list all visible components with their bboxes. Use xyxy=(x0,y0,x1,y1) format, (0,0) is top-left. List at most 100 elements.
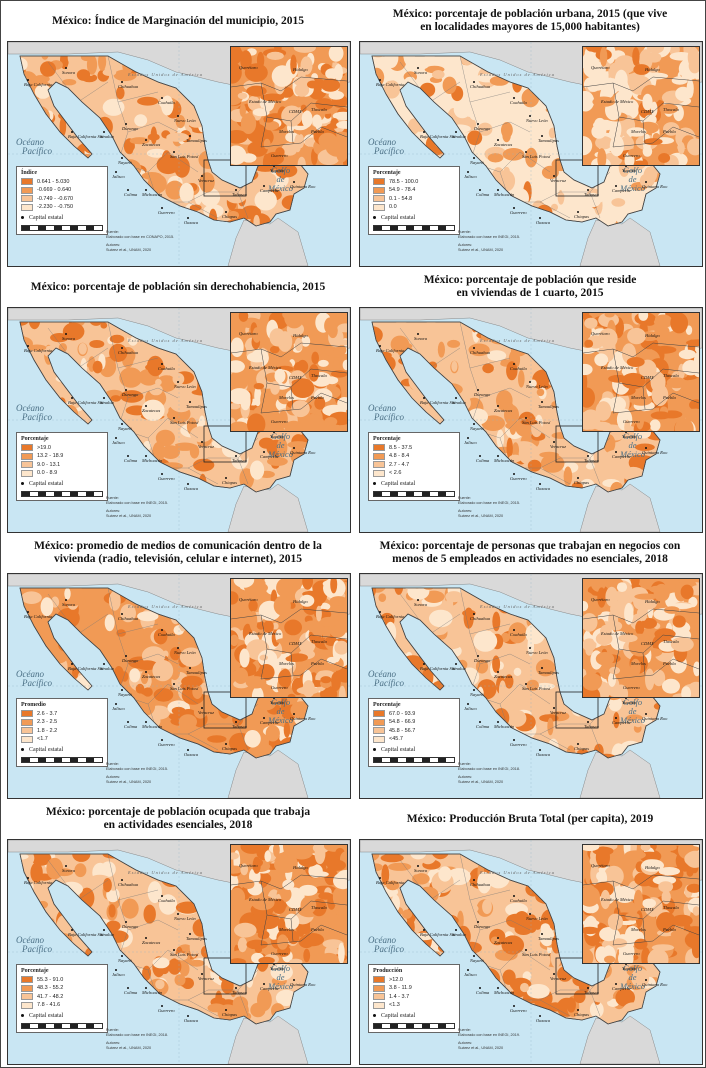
legend-class-label: -0.749 - -0.670 xyxy=(37,195,74,202)
capital-dot xyxy=(513,1005,515,1007)
gulf-label: Golfo de México xyxy=(268,964,293,991)
central-america-landmass xyxy=(579,1015,661,1064)
legend-class-label: 3.8 - 11.9 xyxy=(389,985,412,991)
map-title-line: vivienda (radio, televisión, celular e i… xyxy=(54,553,302,565)
legend-class-label: 1.8 - 2.2 xyxy=(37,727,58,734)
capital-dot xyxy=(161,739,163,741)
map-title-line: México: porcentaje de población sin dere… xyxy=(30,280,326,293)
legend-class: 3.8 - 11.9 xyxy=(373,984,455,992)
ocean-label-word: Océano xyxy=(16,935,44,945)
legend-class-label: 0.641 - 5.030 xyxy=(37,178,70,185)
capital-dot xyxy=(467,171,469,173)
inset-state-label: Tlaxcala xyxy=(311,905,327,910)
capital-dot xyxy=(525,151,527,153)
source-heading: Fuente: xyxy=(458,1028,471,1032)
state-label: Chihuahua xyxy=(470,350,491,355)
map-title-line: en localidades mayores de 15,000 habitan… xyxy=(420,21,640,33)
capital-dot xyxy=(115,703,117,705)
legend-class: 41.7 - 48.2 xyxy=(21,993,103,1000)
authors-text: Suárez et al., UNAM, 2020 xyxy=(106,514,152,518)
legend-swatch xyxy=(21,735,33,743)
capital-dot xyxy=(173,417,175,419)
inset-state-label: Puebla xyxy=(311,395,324,400)
inset-state-label: Puebla xyxy=(663,129,676,134)
inset-state-label: CDMX xyxy=(289,375,302,380)
scale-bar xyxy=(373,756,455,763)
state-label: Baja California Sur xyxy=(68,666,104,671)
capital-dot xyxy=(513,363,515,365)
usa-label: Estados Unidos de América xyxy=(128,604,204,609)
authors-heading: Autores: xyxy=(106,775,121,779)
capital-dot xyxy=(263,983,265,985)
capital-dot xyxy=(539,483,541,485)
capital-dot xyxy=(615,185,617,187)
map-panel: México: porcentaje de población ocupada … xyxy=(3,801,353,1067)
state-label: Baja California xyxy=(24,614,53,619)
central-mexico-inset: Querétaro Hidalgo Estado de México CDMX Tlax… xyxy=(582,844,700,964)
state-label: Baja California Sur xyxy=(420,134,456,139)
capital-dot xyxy=(173,949,175,951)
source-text: Elaborado con base en INEGI, 2015. xyxy=(458,235,521,239)
legend-class: 7.8 - 41.6 xyxy=(21,1001,103,1009)
state-label: Baja California xyxy=(376,880,405,885)
capital-dot xyxy=(127,721,129,723)
state-label: Zacatecas xyxy=(494,142,513,147)
capital-dot xyxy=(161,363,163,365)
state-label: Chiapas xyxy=(574,214,590,219)
legend-class-label: 78.5 - 100.0 xyxy=(389,178,419,185)
state-label: Campeche xyxy=(612,986,631,991)
capital-dot xyxy=(497,987,499,989)
source-text: Elaborado con base en INEGI, 2018. xyxy=(458,767,521,771)
state-label: Zacatecas xyxy=(142,674,161,679)
ocean-label-word: Océano xyxy=(368,137,396,147)
capital-dot xyxy=(173,683,175,685)
legend-title: Promedio xyxy=(21,702,46,708)
authors-heading: Autores: xyxy=(458,509,473,513)
inset-state-label: Guerrero xyxy=(623,951,640,956)
legend-title: Porcentaje xyxy=(21,436,49,442)
legend-swatch xyxy=(21,718,33,726)
gulf-label-word: de xyxy=(276,706,285,716)
state-label: Baja California xyxy=(24,82,53,87)
inset-state-label: Guerrero xyxy=(271,419,288,424)
inset-canvas xyxy=(583,47,699,165)
map-panel: México: Índice de Marginación del munici… xyxy=(3,3,353,269)
source-heading: Fuente: xyxy=(458,230,471,234)
capital-dot xyxy=(263,185,265,187)
legend-class-label: <1.3 xyxy=(389,1002,400,1008)
gulf-label-word: Golfo xyxy=(622,697,643,707)
legend-title: Porcentaje xyxy=(373,170,401,176)
capital-dot xyxy=(235,987,237,989)
inset-state-label: Estado de México xyxy=(249,99,282,104)
ocean-label: Océano Pacífico xyxy=(16,670,52,688)
inset-state-label: Puebla xyxy=(311,661,324,666)
inset-state-label: Puebla xyxy=(311,927,324,932)
capital-dot xyxy=(125,389,127,391)
map-title-line: México: promedio de medios de comunicaci… xyxy=(34,540,322,552)
legend-class-label: 0.1 - 54.8 xyxy=(389,195,413,202)
usa-label: Estados Unidos de América xyxy=(480,72,556,77)
state-label: Colima xyxy=(124,192,138,197)
ocean-label-word: Pacífico xyxy=(374,146,404,156)
legend-class: <1.3 xyxy=(373,1001,455,1009)
capital-dot xyxy=(541,667,543,669)
legend-capital: Capital estatal xyxy=(373,747,455,753)
capital-dot xyxy=(189,933,191,935)
scale-bar xyxy=(373,224,455,231)
gulf-label-word: México xyxy=(268,183,294,193)
source-note: Fuente: Elaborado con base en INEGI, 201… xyxy=(106,1028,168,1051)
source-text: Elaborado con base en INEGI, 2015. xyxy=(106,501,169,505)
legend-swatch xyxy=(21,186,33,194)
legend-class-label: 9.0 - 13.1 xyxy=(37,461,61,468)
map-legend: Índice 0.641 - 5.030 -0.669 - 0.640 -0.749 … xyxy=(16,166,108,235)
capital-dot xyxy=(497,139,499,141)
state-label: Yucatán xyxy=(622,168,637,173)
ocean-label: Océano Pacífico xyxy=(368,138,404,156)
state-label: Yucatán xyxy=(270,966,285,971)
legend-class: 0.1 - 54.8 xyxy=(373,195,455,202)
choropleth-map: Estados Unidos de América Océano Pacífico G… xyxy=(359,839,703,1065)
gulf-label: Golfo de México xyxy=(620,964,645,991)
gulf-label-word: México xyxy=(620,449,646,459)
authors-text: Suárez et al., UNAM, 2020 xyxy=(106,780,152,784)
state-label: San Luis Potosí xyxy=(522,420,551,425)
